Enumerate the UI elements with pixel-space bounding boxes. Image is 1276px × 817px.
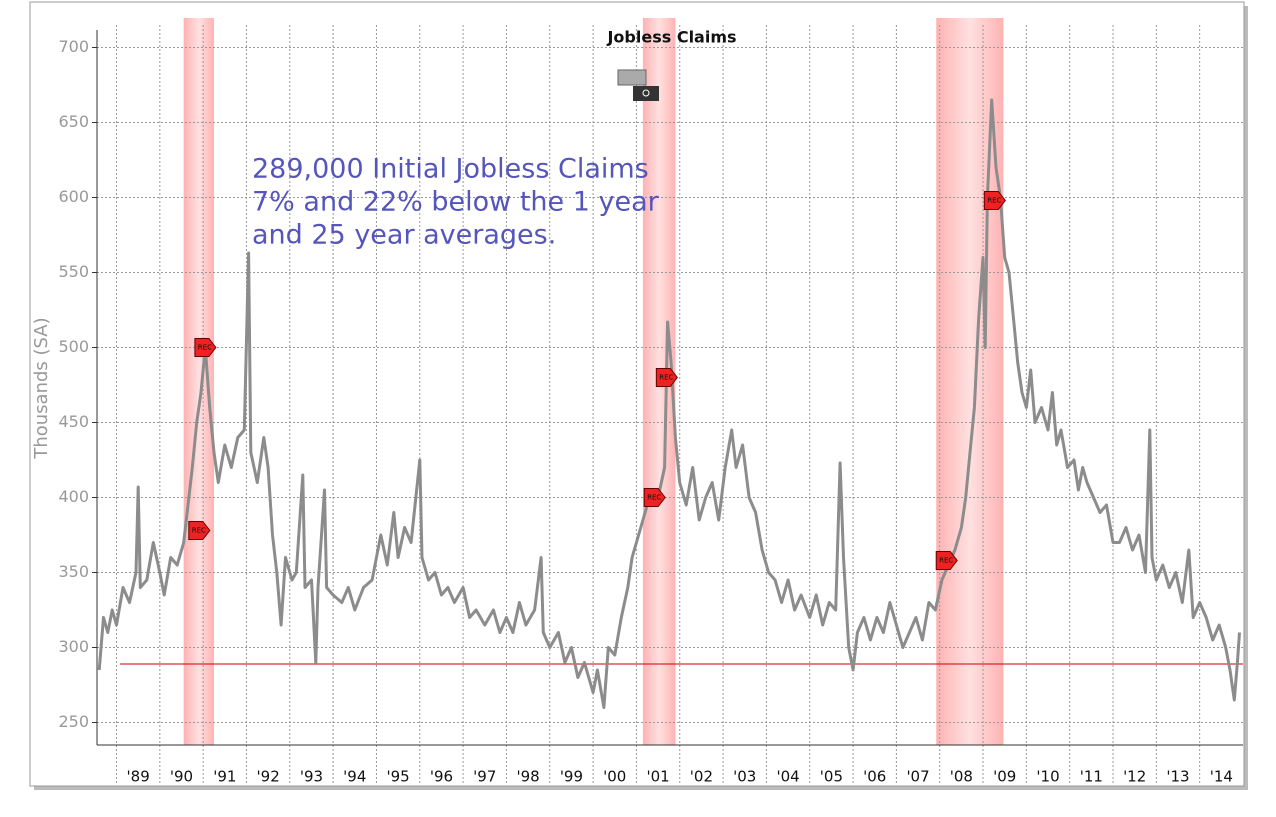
- rec-label: REC: [198, 344, 212, 352]
- x-tick-label: '97: [473, 768, 496, 786]
- rec-label: REC: [647, 494, 661, 502]
- x-tick-label: '12: [1123, 768, 1146, 786]
- rec-marker: [643, 488, 666, 507]
- y-axis-label: Thousands (SA): [31, 317, 52, 459]
- x-tick-label: '02: [690, 768, 713, 786]
- x-tick-label: '05: [820, 768, 843, 786]
- y-tick-label: 350: [58, 562, 89, 581]
- rec-label: REC: [987, 197, 1001, 205]
- y-tick-label: 400: [58, 487, 89, 506]
- x-tick-label: '01: [646, 768, 669, 786]
- recession-band: [936, 18, 1004, 745]
- x-tick-label: '90: [170, 768, 193, 786]
- y-tick-label: 600: [58, 187, 89, 206]
- x-tick-label: '92: [257, 768, 280, 786]
- data-line: [97, 98, 1241, 709]
- x-tick-label: '99: [560, 768, 583, 786]
- x-tick-label: '94: [343, 768, 366, 786]
- x-tick-label: '03: [733, 768, 756, 786]
- x-tick-label: '96: [430, 768, 453, 786]
- tool-icon-glyph: [642, 89, 650, 97]
- y-tick-label: 700: [58, 37, 89, 56]
- x-tick-label: '06: [863, 768, 886, 786]
- y-tick-label: 300: [58, 637, 89, 656]
- rec-label: REC: [192, 527, 206, 535]
- plot-area: 250 300 350 400 450 500 550 600 650 700 '89 '90 '91 '…: [58, 18, 1243, 786]
- x-tick-label: '14: [1210, 768, 1233, 786]
- x-tick-label: '10: [1036, 768, 1059, 786]
- y-tick-label: 250: [58, 712, 89, 731]
- y-tick-label: 650: [58, 112, 89, 131]
- annotation: and 25 year averages.: [252, 220, 556, 251]
- x-tick-label: '00: [603, 768, 626, 786]
- x-tick-label: '08: [950, 768, 973, 786]
- recession-band: [183, 18, 214, 745]
- x-tick-label: '95: [387, 768, 410, 786]
- x-tick-label: '93: [300, 768, 323, 786]
- annotation: 7% and 22% below the 1 year: [252, 187, 660, 218]
- tool-icon[interactable]: [617, 69, 647, 86]
- y-tick-label: 550: [58, 262, 89, 281]
- y-tick-label: 500: [58, 337, 89, 356]
- annotation: 289,000 Initial Jobless Claims: [252, 154, 649, 185]
- x-tick-label: '04: [776, 768, 799, 786]
- frame: [29, 1, 1245, 787]
- x-tick-label: '11: [1080, 768, 1103, 786]
- x-tick-label: '98: [516, 768, 539, 786]
- x-tick-label: '89: [127, 768, 150, 786]
- rec-marker: [188, 521, 211, 540]
- rec-label: REC: [659, 374, 673, 382]
- x-tick-label: '91: [213, 768, 236, 786]
- x-tick-label: '09: [993, 768, 1016, 786]
- rec-marker: [983, 191, 1006, 210]
- rec-marker: [655, 368, 678, 387]
- tool-icon[interactable]: [633, 86, 659, 101]
- chart-title: Jobless Claims: [606, 28, 736, 47]
- rec-marker: [194, 338, 217, 357]
- y-tick-label: 450: [58, 412, 89, 431]
- x-tick-label: '07: [906, 768, 929, 786]
- x-tick-label: '13: [1166, 768, 1189, 786]
- rec-label: REC: [939, 557, 953, 565]
- rec-marker: [935, 551, 958, 570]
